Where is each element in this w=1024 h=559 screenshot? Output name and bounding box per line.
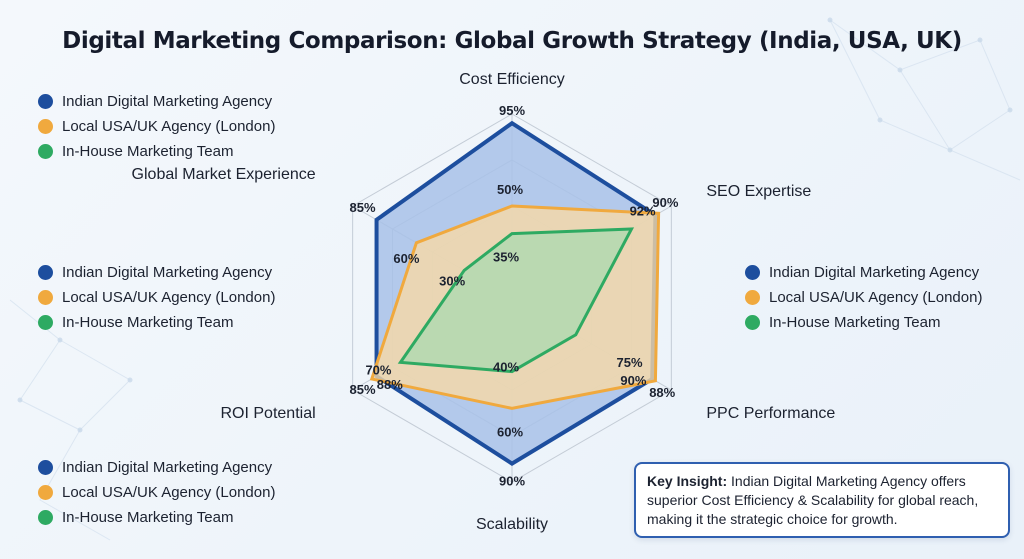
data-label: 88% (649, 385, 675, 400)
axis-label: ROI Potential (220, 405, 315, 422)
legend-dot-inhouse (38, 510, 53, 525)
legend-item: Local USA/UK Agency (London) (38, 480, 275, 505)
data-label: 95% (499, 103, 525, 118)
data-label: 85% (350, 382, 376, 397)
data-label: 70% (365, 362, 391, 377)
data-label: 30% (439, 273, 465, 288)
legend-label-inhouse: In-House Marketing Team (62, 509, 234, 526)
legend-dot-inhouse (745, 315, 760, 330)
legend-item: Indian Digital Marketing Agency (38, 260, 275, 285)
series-inhouse-area (397, 227, 635, 374)
key-insight-label: Key Insight: (647, 473, 728, 489)
axis-label: Cost Efficiency (459, 71, 565, 88)
legend-item: In-House Marketing Team (38, 310, 275, 335)
legend-top: Indian Digital Marketing Agency Local US… (38, 89, 275, 164)
data-label: 50% (497, 182, 523, 197)
data-label: 60% (497, 424, 523, 439)
legend-item: Indian Digital Marketing Agency (745, 260, 982, 285)
axis-label: PPC Performance (706, 405, 835, 422)
legend-label-local: Local USA/UK Agency (London) (62, 484, 276, 501)
data-label: 60% (393, 251, 419, 266)
legend-dot-local (38, 290, 53, 305)
legend-label-inhouse: In-House Marketing Team (62, 143, 234, 160)
legend-label-local: Local USA/UK Agency (London) (62, 289, 276, 306)
legend-item: Indian Digital Marketing Agency (38, 89, 275, 114)
legend-item: Local USA/UK Agency (London) (745, 285, 982, 310)
legend-label-indian: Indian Digital Marketing Agency (62, 93, 273, 110)
legend-item: Indian Digital Marketing Agency (38, 455, 275, 480)
data-label: 90% (652, 195, 678, 210)
data-label: 40% (493, 360, 519, 375)
legend-label-indian: Indian Digital Marketing Agency (62, 459, 273, 476)
chart-title: Digital Marketing Comparison: Global Gro… (62, 28, 962, 54)
axis-label: SEO Expertise (706, 183, 811, 200)
legend-middle: Indian Digital Marketing Agency Local US… (38, 260, 275, 335)
legend-label-indian: Indian Digital Marketing Agency (769, 264, 980, 281)
legend-dot-indian (38, 460, 53, 475)
legend-item: In-House Marketing Team (745, 310, 982, 335)
legend-item: Local USA/UK Agency (London) (38, 285, 275, 310)
data-label: 35% (493, 250, 519, 265)
legend-dot-inhouse (38, 315, 53, 330)
legend-dot-indian (38, 265, 53, 280)
key-insight-box: Key Insight: Indian Digital Marketing Ag… (634, 462, 1010, 538)
legend-right: Indian Digital Marketing Agency Local US… (745, 260, 982, 335)
data-label: 85% (350, 200, 376, 215)
legend-dot-indian (38, 94, 53, 109)
axis-label: Global Market Experience (132, 166, 316, 183)
data-label: 92% (630, 203, 656, 218)
legend-item: Local USA/UK Agency (London) (38, 114, 275, 139)
data-label: 90% (620, 373, 646, 388)
legend-label-local: Local USA/UK Agency (London) (769, 289, 983, 306)
legend-label-local: Local USA/UK Agency (London) (62, 118, 276, 135)
legend-label-inhouse: In-House Marketing Team (769, 314, 941, 331)
legend-dot-local (38, 485, 53, 500)
legend-label-indian: Indian Digital Marketing Agency (62, 264, 273, 281)
legend-dot-indian (745, 265, 760, 280)
legend-dot-local (745, 290, 760, 305)
legend-item: In-House Marketing Team (38, 505, 275, 530)
key-insight-text: Indian Digital Marketing Agency offers s… (647, 473, 979, 527)
axis-label: Scalability (476, 516, 548, 533)
legend-bottom: Indian Digital Marketing Agency Local US… (38, 455, 275, 530)
data-label: 90% (499, 474, 525, 489)
legend-dot-local (38, 119, 53, 134)
legend-dot-inhouse (38, 144, 53, 159)
data-label: 75% (616, 355, 642, 370)
legend-item: In-House Marketing Team (38, 139, 275, 164)
data-label: 88% (377, 377, 403, 392)
legend-label-inhouse: In-House Marketing Team (62, 314, 234, 331)
